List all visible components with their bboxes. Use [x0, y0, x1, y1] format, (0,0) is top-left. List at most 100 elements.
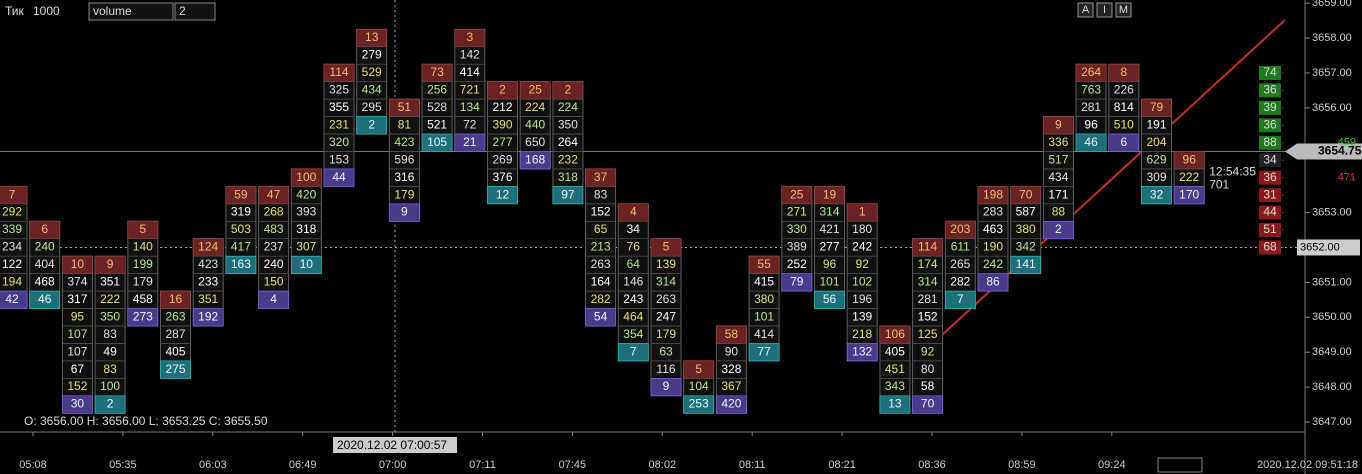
cell	[1141, 186, 1172, 205]
scroll-box[interactable]	[1157, 457, 1203, 473]
column: 10 374 317 95 107 107 67 152 30	[61, 255, 93, 414]
indicator-select[interactable]	[88, 2, 174, 21]
cell-value: 86	[986, 275, 1000, 289]
cell-value: 307	[296, 240, 316, 254]
cell-value: 390	[492, 117, 512, 131]
cell	[487, 186, 518, 205]
cell-value: 414	[460, 65, 480, 79]
cell-value: 96	[1183, 152, 1197, 166]
column: 8 226 814 510 6	[1108, 63, 1140, 152]
cell-value: 367	[721, 379, 741, 393]
cell-value: 277	[492, 135, 512, 149]
cell-value: 51	[398, 100, 412, 114]
column: 51 81 423 596 316 179 9	[388, 98, 420, 222]
indicator[interactable]: volume	[93, 4, 132, 18]
column: 16 263 287 405 275	[160, 290, 191, 379]
column: 6 240 404 468 46	[29, 220, 61, 310]
cell-value: 264	[558, 135, 578, 149]
column: 73 256 528 521 105	[421, 63, 453, 152]
cell-value: 139	[656, 257, 676, 271]
cell-value: 13	[888, 397, 902, 411]
cell-value: 232	[558, 152, 578, 166]
side-total: 471	[1338, 172, 1356, 184]
cell-value: 320	[329, 135, 349, 149]
cell-value: 529	[362, 65, 382, 79]
toolbar-button[interactable]	[1077, 2, 1094, 18]
cell-value: 106	[885, 327, 905, 341]
cell-value: 317	[67, 292, 87, 306]
x-tick-label: 07:00	[379, 459, 407, 471]
depth-input[interactable]	[174, 2, 216, 21]
cell-value: 212	[492, 100, 512, 114]
cell-value: 139	[852, 309, 872, 323]
toolbar-button[interactable]	[1115, 2, 1132, 18]
cell-value: 240	[264, 257, 284, 271]
cell-value: 9	[1055, 117, 1062, 131]
toolbar-button-label[interactable]: M	[1119, 4, 1128, 16]
cell-value: 179	[656, 327, 676, 341]
side-value: 36	[1263, 117, 1277, 131]
cell-value: 196	[852, 292, 872, 306]
column: 100 420 393 318 307 10	[290, 168, 322, 275]
x-tick-label: 08:21	[828, 459, 856, 471]
cell-value: 92	[856, 257, 870, 271]
cell	[1043, 220, 1074, 240]
column: 203 611 265 282 7	[944, 220, 976, 310]
cell-value: 763	[1081, 83, 1101, 97]
side-box	[1259, 205, 1281, 220]
toolbar-button[interactable]	[1096, 2, 1113, 18]
cell-value: 56	[823, 292, 837, 306]
cell-value: 351	[198, 292, 218, 306]
column: 198 283 463 190 242 86	[977, 185, 1009, 292]
cell-value: 354	[623, 327, 643, 341]
cell	[585, 308, 616, 327]
cell-value: 2	[565, 83, 572, 97]
column: 58 90 328 367 420	[715, 325, 747, 414]
cell	[1010, 255, 1042, 274]
column: 114 325 355 231 320 153 44	[323, 63, 355, 187]
cell-value: 100	[100, 379, 120, 393]
cell-value: 463	[983, 222, 1003, 236]
depth[interactable]: 2	[179, 4, 186, 18]
x-tick-label: 08:59	[1008, 459, 1036, 471]
column-outline	[0, 185, 28, 310]
cell-value: 350	[100, 309, 120, 323]
cell-value: 21	[463, 135, 477, 149]
y-tick-label: 3650.00	[1312, 311, 1352, 323]
toolbar-button-label[interactable]: A	[1082, 4, 1090, 16]
cell	[1108, 133, 1140, 152]
cell-value: 7	[9, 187, 16, 201]
cell	[127, 308, 159, 327]
cell-value: 273	[133, 309, 153, 323]
cell-value: 19	[823, 187, 837, 201]
cell-value: 528	[427, 100, 447, 114]
cell-value: 79	[1150, 100, 1164, 114]
mode: Тик	[5, 4, 25, 18]
column: 114 174 314 281 152 125 92 80 58 70	[912, 238, 944, 414]
cell-value: 464	[623, 309, 643, 323]
cell	[781, 273, 813, 292]
cell-value: 268	[264, 205, 284, 219]
cell-value: 277	[819, 240, 839, 254]
cell-value: 163	[231, 257, 251, 271]
x-tick-label: 06:03	[199, 459, 227, 471]
cell-value: 46	[1084, 135, 1098, 149]
cell-value: 198	[983, 187, 1003, 201]
x-tick-label: 07:11	[469, 459, 496, 471]
cell	[323, 168, 355, 187]
toolbar-button-label[interactable]: I	[1103, 4, 1106, 16]
cell-value: 174	[918, 257, 938, 271]
cell-value: 281	[1081, 100, 1101, 114]
cell-value: 213	[591, 240, 611, 254]
cell-value: 96	[1084, 117, 1098, 131]
column: 7 292 339 234 122 194 42	[0, 185, 28, 310]
last-price-marker	[1285, 143, 1362, 160]
cell-value: 65	[594, 222, 608, 236]
cell-value: 88	[1052, 205, 1066, 219]
side-box	[1259, 118, 1281, 133]
cell	[356, 116, 388, 135]
y-tick-label: 3659.00	[1312, 0, 1352, 9]
cell-value: 420	[296, 187, 316, 201]
cell	[62, 395, 93, 414]
cell-value: 152	[918, 309, 938, 323]
